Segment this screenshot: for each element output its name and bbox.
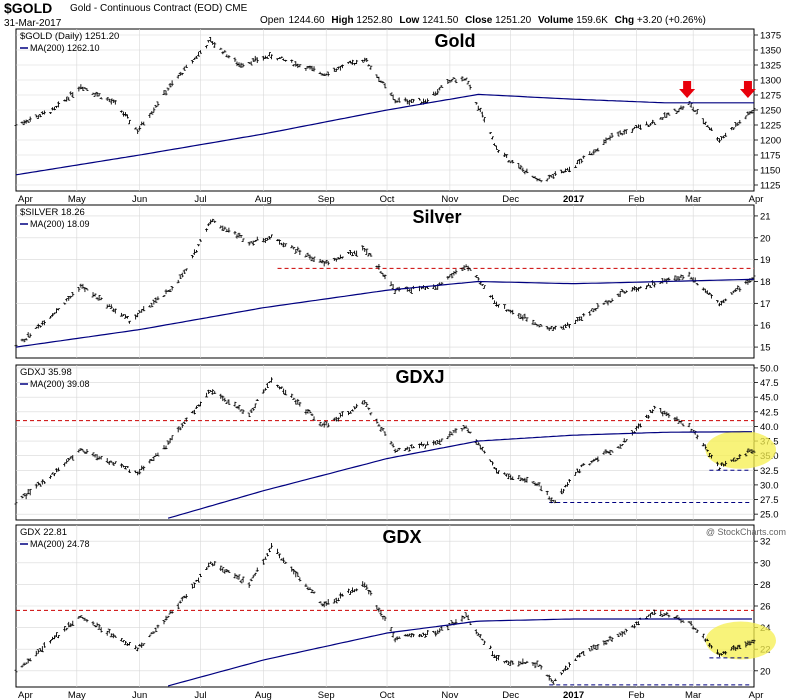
month-label: Feb xyxy=(628,690,644,700)
gdx-ytick-label: 30 xyxy=(760,558,771,569)
gdxj-legend-series: GDXJ 35.98 xyxy=(20,367,72,378)
gdx-ytick-label: 26 xyxy=(760,602,771,613)
month-label: Nov xyxy=(441,194,458,205)
month-label: Jul xyxy=(194,690,206,700)
silver-ytick-label: 19 xyxy=(760,255,771,266)
watermark: @ StockCharts.com xyxy=(706,527,786,537)
month-label: Aug xyxy=(255,194,272,205)
gold-ytick-label: 1375 xyxy=(760,31,781,42)
month-label: Dec xyxy=(502,690,519,700)
gold-panel-title: Gold xyxy=(435,31,476,51)
month-label: May xyxy=(68,194,86,205)
gdxj-ytick-label: 30.0 xyxy=(760,480,779,491)
silver-ytick-label: 17 xyxy=(760,299,771,310)
month-label: Mar xyxy=(685,690,701,700)
silver-ytick-label: 15 xyxy=(760,343,771,354)
gold-legend-ma: MA(200) 1262.10 xyxy=(30,43,100,53)
gold-ytick-label: 1300 xyxy=(760,76,781,87)
month-label: Oct xyxy=(380,690,395,700)
silver-panel-title: Silver xyxy=(412,207,461,227)
gold-moving-average-line xyxy=(15,93,754,176)
low-value: 1241.50 xyxy=(422,15,459,26)
gdx-ytick-label: 32 xyxy=(760,537,771,548)
silver-ytick-label: 18 xyxy=(760,277,771,288)
silver-moving-average-line xyxy=(15,278,755,348)
gdx-panel-title: GDX xyxy=(382,527,421,547)
volume-value: 159.6K xyxy=(576,15,608,26)
low-label: Low xyxy=(399,15,420,26)
gold-ytick-label: 1250 xyxy=(760,106,781,117)
month-label: Apr xyxy=(749,194,764,205)
gold-ytick-label: 1125 xyxy=(760,181,780,192)
close-label: Close xyxy=(465,15,493,26)
month-label: Aug xyxy=(255,690,272,700)
month-label: 2017 xyxy=(563,690,584,700)
open-value: 1244.60 xyxy=(288,15,325,26)
ohlc-stats: Open 1244.60 High 1252.80 Low 1241.50 Clo… xyxy=(260,15,710,26)
gdxj-highlight xyxy=(705,430,776,469)
high-value: 1252.80 xyxy=(356,15,393,26)
month-label: Apr xyxy=(18,690,33,700)
month-label: Jun xyxy=(132,690,147,700)
gold-legend-series: $GOLD (Daily) 1251.20 xyxy=(20,31,119,42)
gdxj-ytick-label: 42.5 xyxy=(760,407,779,418)
gold-ytick-label: 1200 xyxy=(760,136,781,147)
month-label: Apr xyxy=(749,690,764,700)
gold-ytick-label: 1325 xyxy=(760,61,781,72)
gdx-legend-series: GDX 22.81 xyxy=(20,527,67,538)
gold-ytick-label: 1175 xyxy=(760,151,780,162)
gdxj-ytick-label: 27.5 xyxy=(760,495,779,506)
gdxj-ytick-label: 45.0 xyxy=(760,393,779,404)
gdx-ytick-label: 20 xyxy=(760,666,771,677)
gdxj-moving-average-line xyxy=(167,431,752,519)
month-label: Jun xyxy=(132,194,147,205)
gold-down-arrow xyxy=(679,81,696,98)
gold-ytick-label: 1275 xyxy=(760,91,781,102)
chart-symbol: $GOLD xyxy=(4,0,53,16)
gold-ytick-label: 1150 xyxy=(760,166,780,177)
gdxj-panel-frame xyxy=(15,364,755,521)
gold-ytick-label: 1225 xyxy=(760,121,781,132)
silver-ytick-label: 21 xyxy=(760,211,771,222)
month-label: Oct xyxy=(380,194,395,205)
gdxj-legend-ma: MA(200) 39.08 xyxy=(30,379,90,389)
gdx-highlight xyxy=(705,621,776,660)
month-label: Sep xyxy=(318,690,335,700)
silver-ytick-label: 16 xyxy=(760,321,771,332)
silver-legend-ma: MA(200) 18.09 xyxy=(30,219,90,229)
gdxj-ytick-label: 47.5 xyxy=(760,378,779,389)
month-label: Apr xyxy=(18,194,33,205)
month-label: Feb xyxy=(628,194,644,205)
month-label: May xyxy=(68,690,86,700)
month-label: Jul xyxy=(194,194,206,205)
month-label: 2017 xyxy=(563,194,584,205)
gdxj-ytick-label: 25.0 xyxy=(760,510,779,521)
exchange-text: CME xyxy=(225,3,248,14)
month-label: Mar xyxy=(685,194,701,205)
gdxj-ytick-label: 40.0 xyxy=(760,422,779,433)
description-text: Gold - Continuous Contract (EOD) xyxy=(70,3,223,14)
silver-ytick-label: 20 xyxy=(760,233,771,244)
gdx-moving-average-line xyxy=(167,618,752,687)
month-label: Dec xyxy=(502,194,519,205)
gdxj-ytick-label: 50.0 xyxy=(760,363,779,374)
volume-label: Volume xyxy=(538,15,574,26)
open-label: Open xyxy=(260,15,285,26)
chart-date: 31-Mar-2017 xyxy=(4,18,62,29)
high-label: High xyxy=(331,15,354,26)
gdx-legend-ma: MA(200) 24.78 xyxy=(30,539,90,549)
chg-label: Chg xyxy=(614,15,635,26)
gdxj-ytick-label: 32.5 xyxy=(760,466,779,477)
month-label: Nov xyxy=(441,690,458,700)
gold-ytick-label: 1350 xyxy=(760,46,781,57)
silver-legend-series: $SILVER 18.26 xyxy=(20,207,85,218)
gdx-ytick-label: 28 xyxy=(760,580,771,591)
chart-description: Gold - Continuous Contract (EOD) CME xyxy=(70,3,247,14)
close-value: 1251.20 xyxy=(495,15,532,26)
month-label: Sep xyxy=(318,194,335,205)
chg-value: +3.20 (+0.26%) xyxy=(636,15,706,26)
gdxj-panel-title: GDXJ xyxy=(395,367,444,387)
gold-down-arrow xyxy=(739,81,756,98)
